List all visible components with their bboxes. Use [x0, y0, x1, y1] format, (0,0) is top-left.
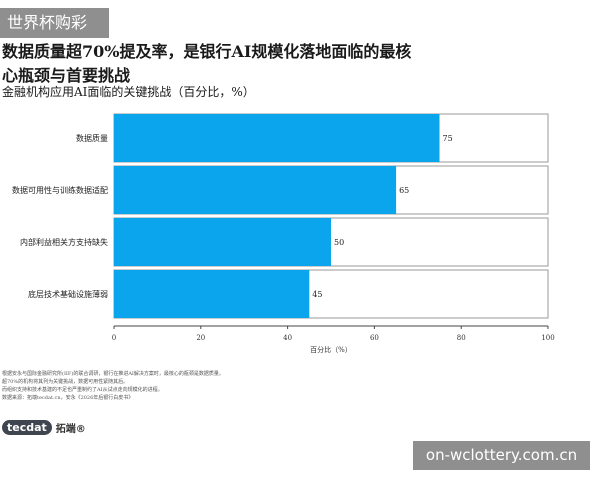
brand-logo: tecdat: [2, 419, 52, 435]
footnote-line: 数据来源：拓端tecdat.cn，安永《2026年后银行白皮书》: [2, 395, 134, 401]
value-label: 75: [443, 134, 453, 143]
value-label: 45: [312, 290, 322, 299]
category-label: 数据可用性与训练数据适配: [12, 185, 108, 195]
bar-chart: 数据质量 75 数据可用性与训练数据适配 65 内部利益相关方支持缺失 50 底层技术基础设…: [12, 113, 555, 354]
brand-name: 拓端®: [55, 423, 86, 435]
category-label: 数据质量: [76, 133, 108, 143]
footnote-line: 根据安永与国际金融研究所(IIF)的联合调研，银行在推进AI解决方案时，最核心的…: [2, 371, 224, 377]
watermark-top: 世界杯购彩: [0, 8, 109, 38]
x-axis-label: 百分比（%）: [310, 345, 352, 354]
x-tick-label: 20: [196, 334, 205, 342]
footnote-line: 超70%的机构将其列为关键挑战，数据可用性紧随其后。: [2, 379, 129, 385]
chart-title: 数据质量超70%提及率，是银行AI规模化落地面临的最核心瓶颈与首要挑战: [2, 42, 412, 85]
x-tick-label: 100: [541, 334, 554, 342]
value-label: 50: [334, 238, 344, 247]
bar: [114, 166, 397, 214]
bar: [114, 270, 310, 318]
category-label: 底层技术基础设施薄弱: [28, 289, 108, 299]
bar: [114, 114, 440, 162]
x-tick-label: 0: [112, 334, 116, 342]
category-label: 内部利益相关方支持缺失: [20, 237, 108, 247]
watermark-bottom: on-wclottery.com.cn: [413, 441, 590, 470]
value-label: 65: [399, 186, 409, 195]
x-tick-label: 80: [457, 334, 466, 342]
x-tick-label: 60: [370, 334, 379, 342]
bar: [114, 218, 331, 266]
brand: tecdat 拓端®: [2, 418, 86, 436]
chart-subtitle: 金融机构应用AI面临的关键挑战（百分比，%）: [2, 85, 255, 99]
footnote-line: 而组织支持和技术基建的不足也严重制约了AI从试点走向规模化的进程。: [2, 387, 163, 393]
x-tick-label: 40: [283, 334, 292, 342]
footnotes: 根据安永与国际金融研究所(IIF)的联合调研，银行在推进AI解决方案时，最核心的…: [2, 370, 442, 402]
